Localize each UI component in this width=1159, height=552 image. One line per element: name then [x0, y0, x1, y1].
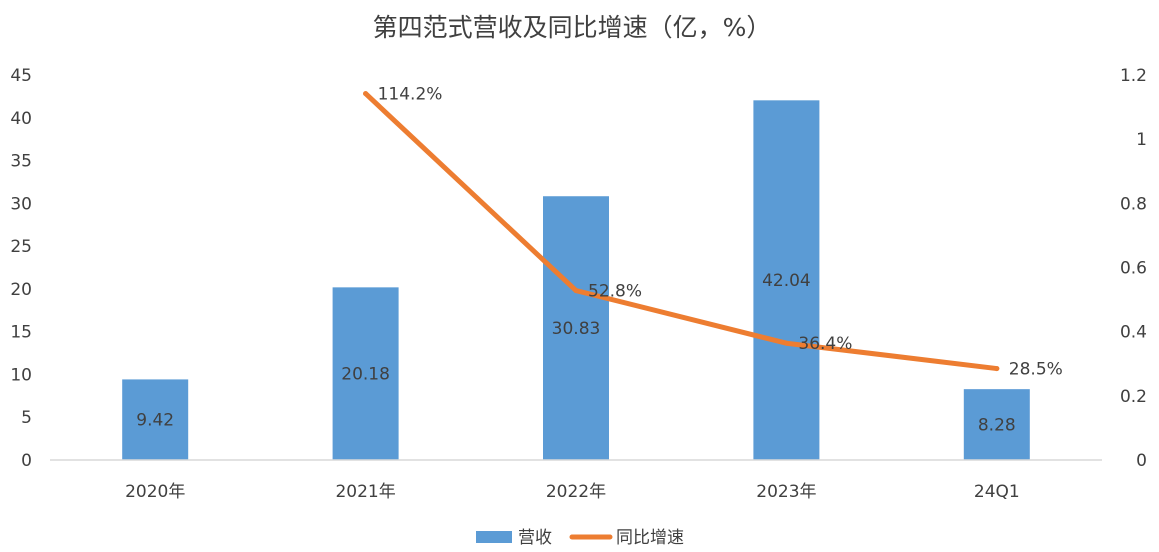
- x-axis-category-label: 2021年: [335, 482, 395, 502]
- revenue-bar: [753, 100, 820, 460]
- x-axis-category-label: 2022年: [546, 482, 606, 502]
- revenue-data-label: 20.18: [341, 365, 390, 385]
- revenue-data-label: 42.04: [762, 271, 811, 291]
- growth-rate-line: [363, 91, 1000, 372]
- right-axis-tick-label: 1: [1136, 130, 1147, 150]
- left-axis-tick-label: 0: [21, 451, 32, 471]
- x-axis-category-label: 2023年: [756, 482, 816, 502]
- x-axis-category-label: 24Q1: [974, 482, 1020, 502]
- right-axis-tick-label: 0.8: [1120, 194, 1147, 214]
- left-axis-tick-label: 15: [10, 323, 32, 343]
- revenue-data-label: 9.42: [136, 411, 174, 431]
- growth-rate-data-label: 28.5%: [1009, 360, 1063, 380]
- left-axis-tick-label: 40: [10, 109, 32, 129]
- revenue-data-label: 8.28: [978, 416, 1016, 436]
- left-axis-ticks: 0 5 10 15 20 25 30 35 40 45: [10, 66, 32, 471]
- left-axis-tick-label: 5: [21, 408, 32, 428]
- growth-rate-point: [573, 288, 579, 294]
- growth-rate-data-label: 52.8%: [588, 282, 642, 302]
- revenue-bar: [122, 379, 189, 460]
- chart-title: 第四范式营收及同比增速（亿，%）: [373, 13, 772, 42]
- growth-rate-point: [994, 366, 1000, 372]
- bar-series-layer: [122, 100, 1030, 460]
- revenue-bar: [963, 389, 1030, 460]
- right-axis-tick-label: 0.2: [1120, 387, 1147, 407]
- right-axis-ticks: 0 0.2 0.4 0.6 0.8 1 1.2: [1120, 66, 1147, 471]
- left-axis-tick-label: 45: [10, 66, 32, 86]
- left-axis-tick-label: 35: [10, 152, 32, 172]
- category-labels: 2020年 2021年 2022年 2023年 24Q1: [125, 482, 1020, 502]
- left-axis-tick-label: 30: [10, 194, 32, 214]
- revenue-bar: [332, 287, 399, 460]
- x-axis-category-label: 2020年: [125, 482, 185, 502]
- growth-rate-point: [363, 91, 369, 97]
- line-series-layer: [363, 91, 1000, 372]
- left-axis-tick-label: 25: [10, 237, 32, 257]
- growth-rate-point: [783, 340, 789, 346]
- legend-revenue-label: 营收: [518, 528, 552, 548]
- legend-revenue-swatch: [476, 531, 512, 543]
- legend-growth-label: 同比增速: [616, 528, 684, 548]
- revenue-data-label: 30.83: [552, 319, 601, 339]
- growth-rate-data-label: 36.4%: [798, 334, 852, 354]
- growth-rate-data-label: 114.2%: [378, 85, 443, 105]
- data-labels-layer: 9.42 20.18 30.83 42.04 8.28 114.2% 52.8% 36.4% 2…: [136, 85, 1063, 436]
- right-axis-tick-label: 0: [1136, 451, 1147, 471]
- revenue-bar: [543, 196, 609, 460]
- right-axis-tick-label: 0.6: [1120, 259, 1147, 279]
- legend: 营收 同比增速: [476, 528, 684, 548]
- left-axis-tick-label: 20: [10, 280, 32, 300]
- right-axis-tick-label: 0.4: [1120, 323, 1147, 343]
- left-axis-tick-label: 10: [10, 365, 32, 385]
- right-axis-tick-label: 1.2: [1120, 66, 1147, 86]
